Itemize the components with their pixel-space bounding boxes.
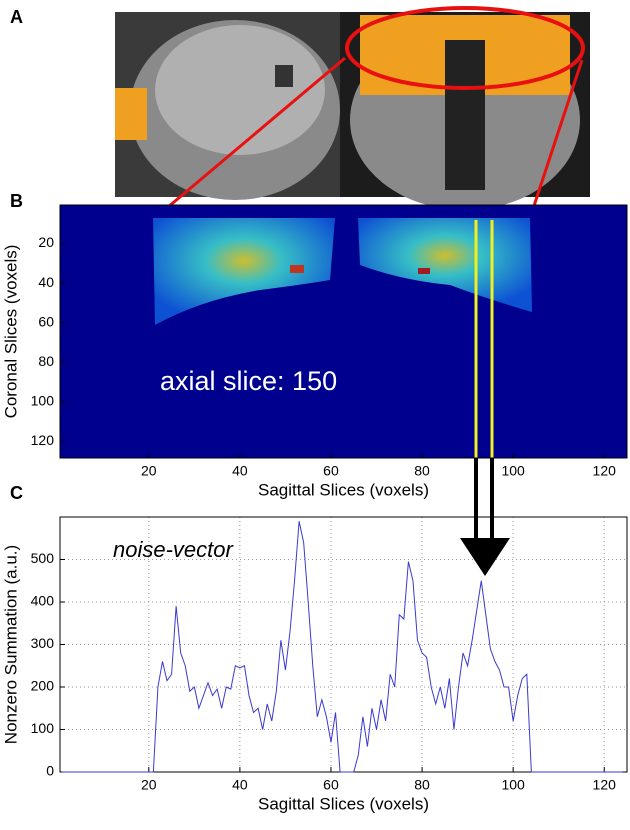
y-tick-label: 40 — [38, 274, 54, 290]
mri-images — [115, 6, 590, 220]
x-tick-label: 120 — [593, 463, 617, 479]
x-tick-label: 80 — [414, 777, 430, 793]
x-axis-label: Sagittal Slices (voxels) — [258, 794, 429, 813]
annotation: axial slice: 150 — [160, 366, 337, 396]
y-tick-label: 20 — [38, 234, 54, 250]
panel-label: B — [10, 191, 23, 211]
y-tick-label: 300 — [31, 635, 55, 651]
x-tick-label: 80 — [414, 463, 430, 479]
y-tick-label: 80 — [38, 353, 54, 369]
x-tick-label: 60 — [323, 463, 339, 479]
x-tick-label: 20 — [141, 777, 157, 793]
x-tick-label: 120 — [593, 777, 617, 793]
y-tick-label: 200 — [31, 678, 55, 694]
y-tick-label: 120 — [31, 432, 55, 448]
y-tick-label: 100 — [31, 720, 55, 736]
line-series — [62, 521, 623, 773]
heatmap-pattern — [153, 218, 532, 325]
heatmap-background — [60, 205, 627, 458]
y-tick-label: 0 — [46, 763, 54, 779]
x-tick-label: 100 — [501, 777, 525, 793]
x-tick-label: 20 — [141, 463, 157, 479]
x-axis-label: Sagittal Slices (voxels) — [258, 480, 429, 499]
y-tick-label: 400 — [31, 593, 55, 609]
annotation: noise-vector — [113, 537, 235, 562]
panel-label: C — [10, 483, 23, 503]
axes-frame — [59, 204, 628, 459]
x-tick-label: 60 — [323, 777, 339, 793]
y-tick-label: 100 — [31, 392, 55, 408]
x-tick-label: 100 — [501, 463, 525, 479]
y-tick-label: 60 — [38, 313, 54, 329]
panel-label: A — [10, 7, 23, 27]
x-tick-label: 40 — [232, 463, 248, 479]
y-tick-label: 500 — [31, 550, 55, 566]
arrow-head — [460, 538, 510, 576]
y-axis-label: Coronal Slices (voxels) — [1, 245, 20, 419]
y-axis-label: Nonzero Summation (a.u.) — [1, 545, 20, 744]
x-tick-label: 40 — [232, 777, 248, 793]
